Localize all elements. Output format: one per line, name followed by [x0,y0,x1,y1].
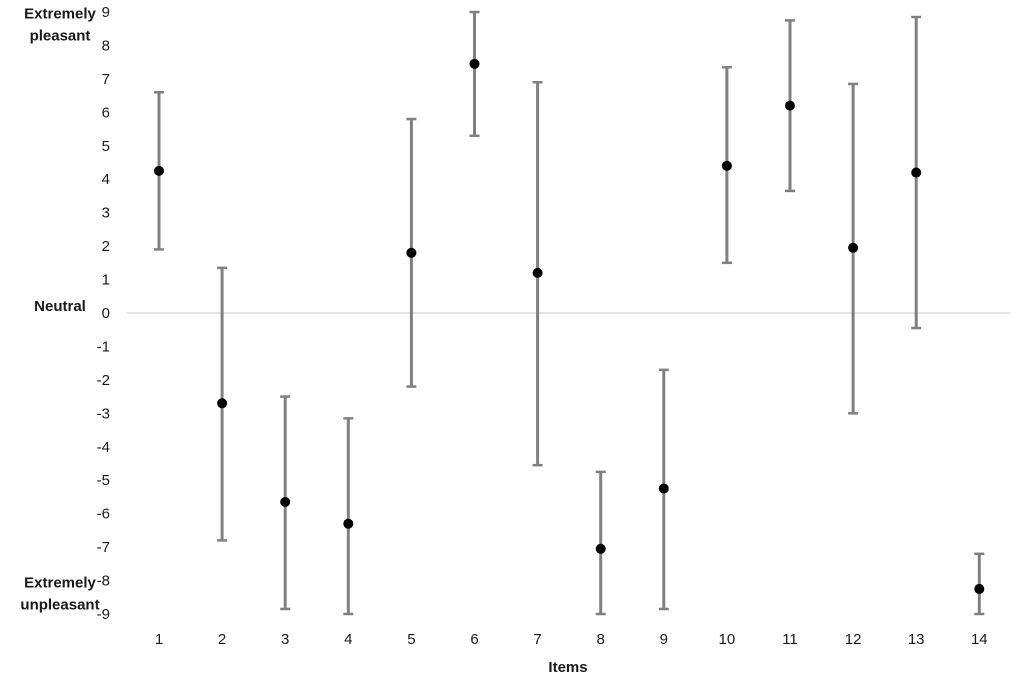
x-tick-label: 4 [344,631,352,648]
x-tick-label: 5 [407,631,415,648]
x-tick-label: 11 [782,631,798,648]
y-tick-label: 5 [102,138,110,155]
y-tick-label: -5 [97,472,110,489]
data-point [848,242,859,253]
x-tick-label: 10 [719,631,736,648]
y-tick-label: 4 [102,171,110,188]
x-tick-label: 12 [845,631,862,648]
y-tick-label: 0 [102,305,110,322]
x-tick-label: 6 [470,631,478,648]
y-tick-label: 7 [102,71,110,88]
anchor-label: Extremely unpleasant [20,574,99,613]
x-tick-label: 9 [660,631,668,648]
y-axis-tick-labels: 9 8 7 6 5 4 3 2 1 0 -1 -2 -3 -4 -5 -6 -7 -8 -9 [97,4,110,623]
data-point [785,100,795,111]
data-point [658,483,669,494]
x-tick-label: 3 [281,631,289,648]
anchor-label: Neutral [34,298,86,315]
data-point [595,543,606,554]
x-tick-label: 7 [533,631,541,648]
data-point [911,167,922,178]
data-points [154,58,985,594]
data-point [469,58,480,69]
anchor-label: Extremely pleasant [24,6,96,45]
x-tick-label: 14 [971,631,988,648]
y-tick-label: -8 [97,573,110,590]
data-point [154,165,164,176]
y-tick-label: -9 [97,606,110,623]
x-tick-label: 8 [597,631,605,648]
y-tick-label: 9 [102,4,110,21]
x-tick-label: 13 [908,631,925,648]
y-tick-label: -4 [97,439,110,456]
data-point [343,518,354,529]
x-axis-title: Items [548,659,587,676]
data-point [406,247,417,258]
y-tick-label: 6 [102,104,110,121]
data-point [217,398,228,409]
data-point [974,583,985,594]
y-tick-label: -3 [97,405,110,422]
x-tick-label: 2 [218,631,226,648]
y-tick-label: -7 [97,539,110,556]
y-tick-label: -1 [97,338,110,355]
y-tick-label: 3 [102,205,110,222]
y-tick-label: -6 [97,506,110,523]
x-axis-tick-labels: 1 2 3 4 5 6 7 8 9 10 11 12 13 14 [155,631,988,648]
y-tick-label: 2 [102,238,110,255]
x-tick-label: 1 [155,631,163,648]
y-tick-label: -2 [97,372,110,389]
data-point [532,267,543,278]
y-tick-label: 8 [102,37,110,54]
y-tick-label: 1 [102,272,110,289]
anchor-labels: Extremely pleasant Neutral Extremely unpleas… [20,6,99,614]
data-point [280,496,291,507]
data-point [721,160,732,171]
